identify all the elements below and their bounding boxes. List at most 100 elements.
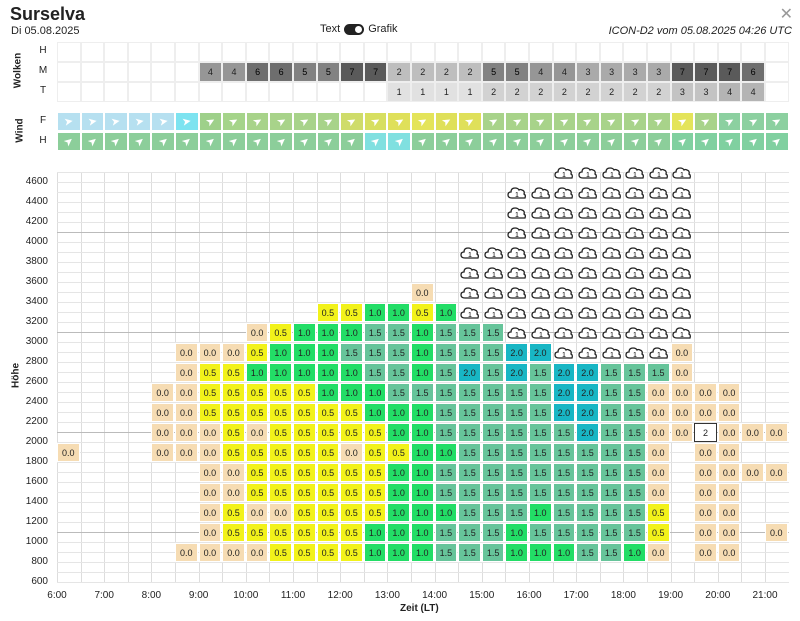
climb-cell: 2.0	[552, 383, 576, 402]
arrow-glyph-icon: ➤	[321, 114, 336, 130]
svg-text:1: 1	[586, 172, 590, 179]
cloud-shape-icon: 1	[601, 266, 621, 279]
arrow-glyph-icon: ➤	[274, 114, 289, 130]
arrow-glyph-icon: ➤	[486, 114, 501, 130]
climb-cell: 0.0	[765, 423, 788, 442]
climb-cell: 1.5	[599, 463, 623, 482]
cumulus-cloud-icon: 1	[623, 203, 647, 222]
cloud-cell	[198, 42, 223, 62]
svg-text:1: 1	[539, 192, 543, 199]
cloud-cell	[694, 42, 718, 62]
cumulus-cloud-icon: 1	[647, 303, 671, 322]
climb-cell: 0.0	[670, 383, 694, 402]
close-icon[interactable]: ✕	[779, 6, 793, 23]
svg-text:1: 1	[680, 192, 684, 199]
cumulus-cloud-icon: 1	[553, 243, 577, 262]
cloud-cell	[80, 82, 105, 102]
climb-cell: 1.5	[434, 343, 458, 362]
cloud-shape-icon: 1	[554, 266, 574, 279]
climb-cell: 1.0	[505, 523, 528, 542]
toggle-switch[interactable]	[344, 23, 365, 35]
arrow-glyph-icon: ➤	[486, 134, 502, 150]
grid-hline	[57, 272, 789, 273]
cloud-shape-icon: 1	[554, 166, 574, 179]
x-tick-label: 15:00	[469, 590, 495, 601]
svg-text:1: 1	[610, 312, 614, 319]
wind-arrow-icon: ➤	[127, 132, 152, 151]
svg-text:1: 1	[492, 252, 496, 259]
svg-text:1: 1	[680, 312, 684, 319]
cloud-shape-icon: 1	[672, 246, 692, 259]
climb-cell: 0.5	[340, 303, 363, 322]
cloud-cell	[765, 62, 789, 82]
climb-cell: 1.5	[434, 543, 458, 562]
cloud-shape-icon: 1	[578, 266, 597, 279]
cumulus-cloud-icon: 1	[553, 263, 577, 282]
climb-cell: 0.5	[269, 463, 292, 482]
view-toggle[interactable]: Text Grafik	[320, 23, 398, 35]
climb-cell: 1.0	[363, 383, 387, 402]
climb-cell: 1.5	[529, 483, 552, 502]
cumulus-cloud-icon: 1	[553, 203, 577, 222]
climb-cell: 1.5	[458, 443, 481, 462]
grid-hline	[57, 572, 789, 573]
cumulus-cloud-icon: 1	[576, 303, 600, 322]
cloud-cell: 2	[529, 82, 553, 102]
climb-cell: 1.5	[529, 383, 552, 402]
svg-text:1: 1	[657, 312, 661, 319]
svg-text:1: 1	[539, 252, 543, 259]
climb-cell: 0.5	[222, 363, 245, 382]
climb-cell: 0.5	[293, 503, 316, 522]
svg-text:1: 1	[610, 332, 614, 339]
climb-cell: 1.5	[363, 363, 387, 382]
wind-arrow-icon: ➤	[104, 112, 128, 131]
climb-cell: 1.0	[411, 483, 434, 502]
cloud-shape-icon: 1	[649, 326, 668, 339]
arrow-glyph-icon: ➤	[557, 134, 573, 150]
climb-cell: 0.5	[316, 423, 340, 442]
svg-text:1: 1	[468, 272, 472, 279]
cumulus-cloud-icon: 1	[623, 303, 647, 322]
climb-cell: 1.5	[458, 483, 481, 502]
cloud-cell: 5	[505, 62, 529, 82]
climb-cell: 0.0	[647, 443, 670, 462]
svg-text:1: 1	[586, 272, 590, 279]
arrow-glyph-icon: ➤	[722, 114, 737, 130]
climb-cell: 1.0	[269, 343, 292, 362]
climb-cell: 2.0	[552, 363, 576, 382]
climb-cell: 1.5	[458, 323, 481, 342]
climb-cell: 0.0	[694, 503, 717, 522]
cloud-cell	[104, 42, 128, 62]
cloud-cell: 2	[387, 62, 411, 82]
wind-arrow-icon: ➤	[670, 112, 695, 131]
svg-text:1: 1	[586, 192, 590, 199]
arrow-glyph-icon: ➤	[392, 114, 407, 130]
climb-cell: 1.0	[316, 323, 340, 342]
climb-cell: 0.0	[717, 463, 741, 482]
climb-cell: 1.5	[505, 403, 528, 422]
climb-cell: 2.0	[576, 363, 599, 382]
grid-hline	[57, 582, 789, 583]
climb-cell: 0.0	[647, 383, 670, 402]
cloud-shape-icon: 1	[531, 186, 550, 199]
climb-cell: 1.5	[623, 523, 646, 542]
arrow-glyph-icon: ➤	[392, 134, 407, 150]
climb-cell: 1.5	[481, 463, 505, 482]
svg-text:1: 1	[680, 272, 684, 279]
cumulus-cloud-icon: 1	[671, 243, 695, 262]
climb-cell: 1.5	[411, 383, 434, 402]
climb-cell: 1.5	[481, 403, 505, 422]
cloud-shape-icon: 1	[483, 246, 503, 259]
cumulus-cloud-icon: 1	[600, 283, 624, 302]
svg-text:1: 1	[657, 252, 661, 259]
cloud-shape-icon: 1	[554, 346, 574, 359]
cloud-cell	[57, 82, 81, 102]
climb-cell: 0.0	[670, 363, 694, 382]
x-tick-label: 10:00	[233, 590, 259, 601]
cloud-shape-icon: 1	[507, 326, 527, 339]
y-tick-label: 600	[31, 576, 48, 587]
climb-cell: 1.5	[529, 363, 552, 382]
svg-text:1: 1	[586, 292, 590, 299]
wind-arrow-icon: ➤	[434, 132, 459, 151]
climb-cell: 1.0	[363, 523, 387, 542]
